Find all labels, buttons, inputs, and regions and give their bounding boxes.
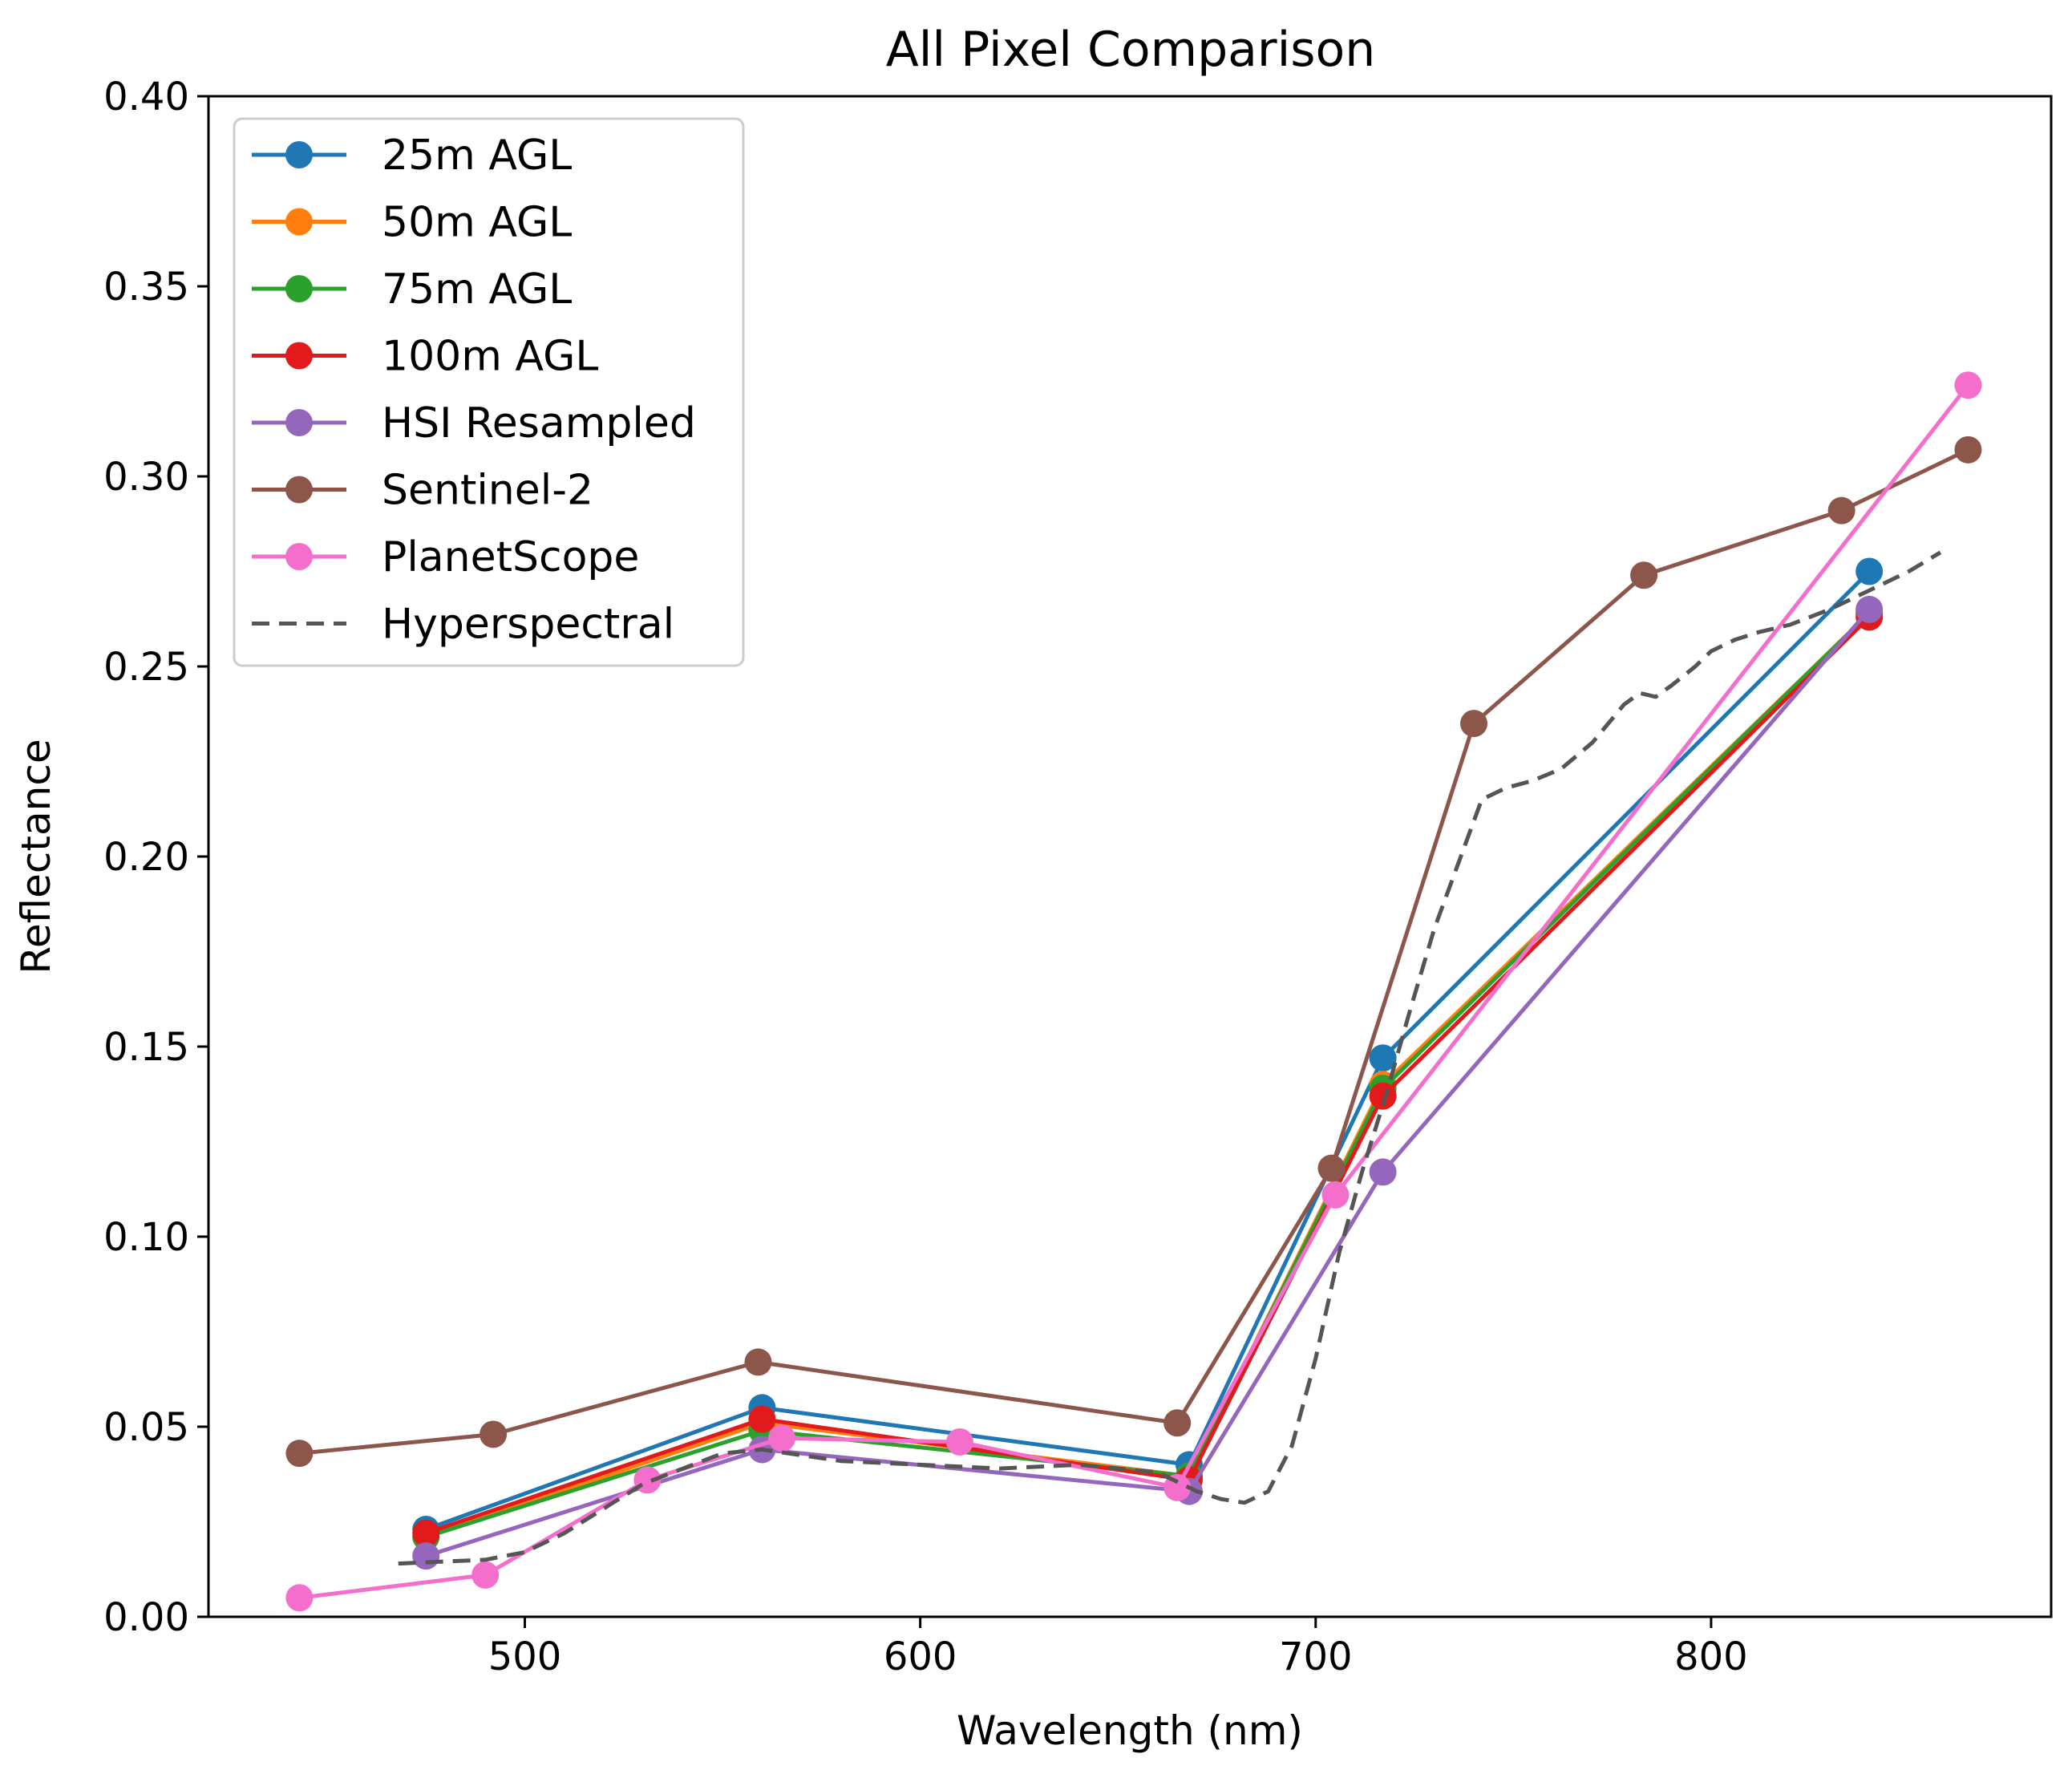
- legend-label: Hyperspectral: [382, 601, 674, 649]
- legend-label: Sentinel-2: [382, 467, 593, 515]
- legend-marker: [285, 141, 313, 168]
- y-tick-label: 0.40: [103, 75, 189, 119]
- legend-item: HSI Resampled: [252, 399, 696, 448]
- legend-item: Sentinel-2: [252, 467, 593, 515]
- data-point: [1163, 1409, 1192, 1437]
- ticks-layer: 500 600 700 800 0.00 0.05 0.10 0.15 0.20 0.25 0.30…: [103, 75, 1748, 1679]
- legend-label: 100m AGL: [382, 333, 598, 381]
- legend-item: PlanetScope: [252, 533, 639, 581]
- x-tick-label: 500: [488, 1634, 562, 1679]
- data-point: [1954, 435, 1982, 464]
- y-tick-label: 0.15: [103, 1025, 189, 1070]
- data-point: [1369, 1082, 1397, 1110]
- legend-item: 75m AGL: [252, 265, 572, 314]
- legend-label: 75m AGL: [382, 265, 572, 314]
- x-tick-label: 600: [884, 1634, 957, 1679]
- data-point: [1321, 1181, 1350, 1209]
- data-point: [285, 1584, 314, 1612]
- data-point: [768, 1424, 796, 1452]
- legend-label: 25m AGL: [382, 132, 572, 180]
- legend-marker: [285, 208, 313, 236]
- legend-item: 100m AGL: [252, 333, 598, 381]
- data-point: [285, 1440, 314, 1468]
- data-point: [1317, 1154, 1346, 1182]
- data-point: [1827, 496, 1855, 524]
- legend-marker: [285, 409, 313, 436]
- legend-marker: [285, 275, 313, 302]
- y-tick-label: 0.25: [103, 645, 189, 690]
- legend-marker: [285, 476, 313, 504]
- chart-title: All Pixel Comparison: [886, 22, 1376, 78]
- legend-label: PlanetScope: [382, 533, 639, 581]
- legend-label: HSI Resampled: [382, 399, 696, 448]
- series-line: [398, 550, 1942, 1566]
- x-tick-label: 800: [1674, 1634, 1748, 1679]
- data-point: [945, 1428, 973, 1456]
- data-point: [744, 1348, 772, 1376]
- data-point: [1954, 371, 1982, 399]
- series-sentinel-2: [285, 435, 1982, 1468]
- y-axis-label: Reflectance: [13, 739, 59, 974]
- data-point: [480, 1420, 508, 1448]
- series-hyperspectral: [398, 550, 1942, 1566]
- series-layer: [285, 371, 1982, 1612]
- y-tick-label: 0.00: [103, 1595, 189, 1640]
- y-tick-label: 0.30: [103, 455, 189, 500]
- legend-label: 50m AGL: [382, 199, 572, 247]
- legend-marker: [285, 543, 313, 570]
- legend-box: [233, 117, 745, 667]
- data-point: [1855, 595, 1884, 623]
- data-point: [1630, 561, 1658, 589]
- data-point: [412, 1519, 440, 1547]
- data-point: [748, 1405, 776, 1433]
- legend: 25m AGL 50m AGL 75m AGL 100m AGL HSI Resampl…: [233, 117, 745, 667]
- x-tick-label: 700: [1279, 1634, 1353, 1679]
- series-planetscope: [285, 371, 1982, 1612]
- legend-marker: [285, 342, 313, 370]
- series-line: [297, 383, 1970, 1600]
- y-tick-label: 0.10: [103, 1215, 189, 1260]
- x-axis-label: Wavelength (nm): [957, 1707, 1303, 1754]
- y-tick-label: 0.20: [103, 835, 189, 880]
- legend-item: Hyperspectral: [252, 601, 674, 649]
- y-tick-label: 0.35: [103, 265, 189, 310]
- y-tick-label: 0.05: [103, 1405, 189, 1450]
- data-point: [1369, 1158, 1397, 1186]
- data-point: [471, 1561, 500, 1589]
- data-point: [1855, 557, 1884, 585]
- legend-item: 50m AGL: [252, 199, 572, 247]
- data-point: [412, 1542, 440, 1570]
- data-point: [1369, 1044, 1397, 1072]
- legend-item: 25m AGL: [252, 132, 572, 180]
- data-point: [1460, 710, 1488, 738]
